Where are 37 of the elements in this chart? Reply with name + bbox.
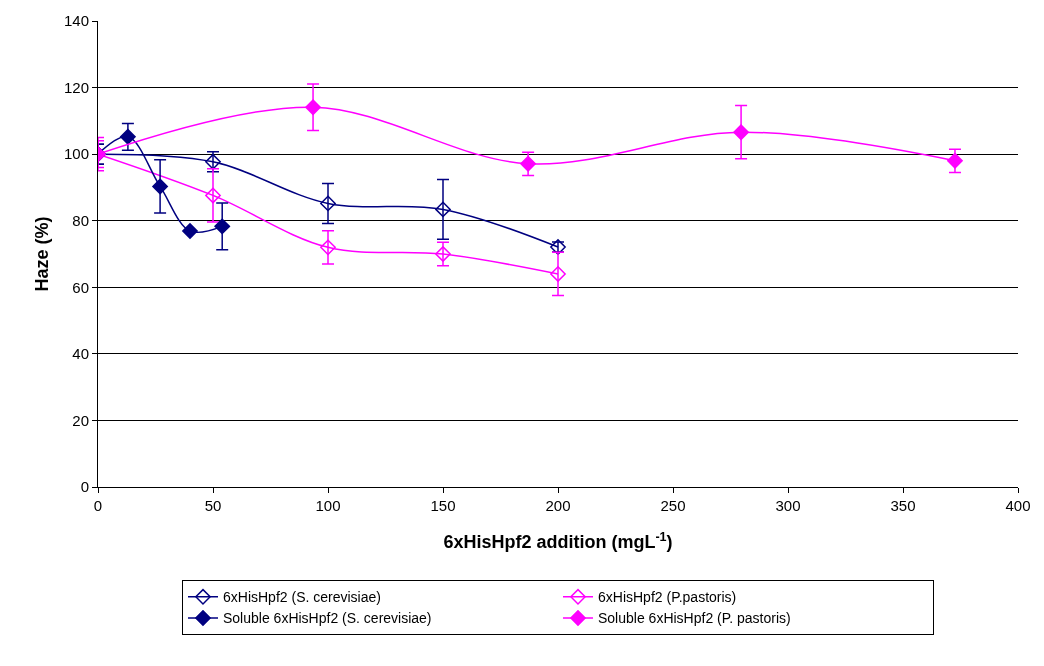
x-tick-label: 0: [93, 497, 103, 514]
y-tick-label: 140: [63, 12, 89, 30]
y-tick-label: 0: [80, 478, 89, 496]
x-tick-label: 350: [890, 497, 916, 514]
legend-label: Soluble 6xHisHpf2 (S. cerevisiae): [223, 610, 432, 627]
y-axis-title: Haze (%): [32, 216, 53, 292]
point: [120, 128, 136, 145]
y-tick-label: 60: [72, 278, 89, 296]
x-tick-label: 100: [315, 497, 341, 514]
x-tick-label: 200: [545, 497, 571, 514]
point: [214, 218, 231, 235]
point: [947, 152, 963, 169]
x-tick-label: 250: [660, 497, 686, 514]
x-tick-label: 400: [1005, 497, 1031, 514]
point: [435, 246, 451, 262]
legend-label: Soluble 6xHisHpf2 (P. pastoris): [598, 610, 791, 627]
y-tick-label: 100: [63, 145, 89, 163]
y-tick-label: 40: [72, 345, 89, 363]
point: [520, 155, 536, 172]
point: [305, 99, 321, 116]
point: [182, 223, 198, 239]
point: [435, 201, 451, 218]
point: [152, 178, 168, 195]
legend-label: 6xHisHpf2 (S. cerevisiae): [223, 589, 381, 606]
point: [205, 187, 221, 204]
point: [320, 195, 336, 212]
point: [320, 239, 336, 256]
point: [733, 124, 749, 141]
x-tick-label: 150: [430, 497, 456, 514]
legend-label: 6xHisHpf2 (P.pastoris): [598, 589, 737, 606]
y-tick-label: 80: [72, 211, 89, 229]
point: [550, 266, 566, 282]
y-tick-label: 20: [72, 411, 89, 429]
x-tick-label: 300: [775, 497, 801, 514]
y-tick-label: 120: [63, 78, 89, 96]
x-axis-title: 6xHisHpf2 addition (mgL$^{-1}$): [443, 529, 673, 553]
x-tick-label: 50: [204, 497, 222, 514]
